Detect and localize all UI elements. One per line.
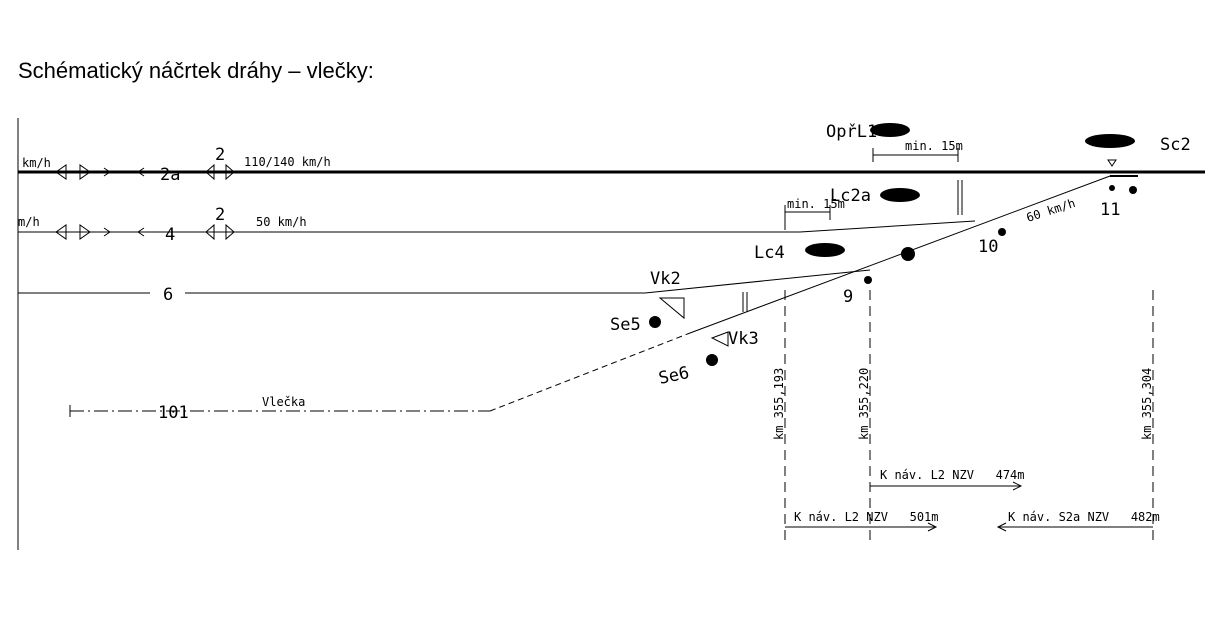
track-label: 6 — [163, 285, 173, 305]
kilometre: km 355,304 — [1140, 368, 1154, 440]
siding-name: Vlečka — [262, 395, 305, 409]
min-distance: min. 15m — [905, 139, 963, 153]
marker: 2 — [215, 145, 225, 165]
switch-number: 11 — [1100, 200, 1120, 220]
track-label: 2a — [160, 165, 180, 185]
signal: Lc4 — [754, 243, 785, 263]
distance: K náv. L2 NZV 501m — [794, 510, 939, 524]
signal: Se6 — [657, 363, 691, 389]
signal: Vk3 — [728, 329, 759, 349]
marker: 2 — [215, 205, 225, 225]
branch-speed: 60 km/h — [1025, 196, 1077, 225]
signal: Se5 — [610, 315, 641, 335]
track-label: 4 — [165, 225, 175, 245]
switch-number: 9 — [843, 287, 853, 307]
speed-prefix: km/h — [22, 156, 51, 170]
kilometre: km 355,193 — [772, 368, 786, 440]
switch-number: 10 — [978, 237, 998, 257]
kilometre: km 355,220 — [857, 368, 871, 440]
title: Schématický náčrtek dráhy – vlečky: — [18, 58, 374, 83]
distance: K náv. S2a NZV 482m — [1008, 510, 1160, 524]
distance: K náv. L2 NZV 474m — [880, 468, 1025, 482]
signal: Vk2 — [650, 269, 681, 289]
speed-prefix: m/h — [18, 215, 40, 229]
speed: 110/140 km/h — [244, 155, 331, 169]
track-lines — [17, 118, 1205, 550]
speed: 50 km/h — [256, 215, 307, 229]
signal: Sc2 — [1160, 135, 1191, 155]
signal: Lc2a — [830, 186, 871, 206]
signal: OpřL1 — [826, 122, 877, 142]
min-distance: min. 15m — [787, 197, 845, 211]
track-label: 101 — [158, 403, 189, 423]
